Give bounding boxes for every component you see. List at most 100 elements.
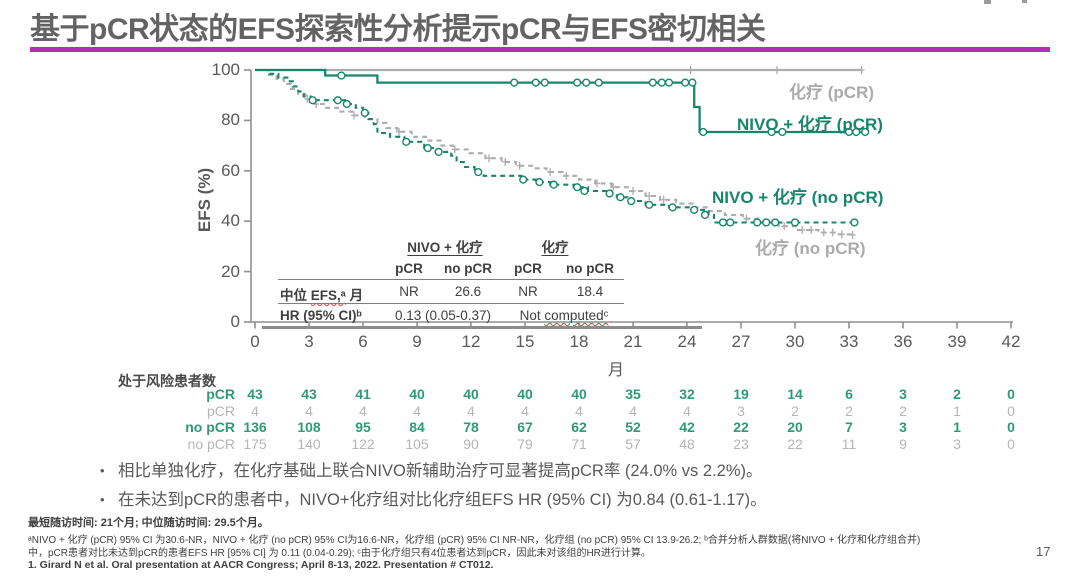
- risk-value: 42: [679, 419, 695, 435]
- median-label-pre: 中位: [280, 288, 311, 303]
- risk-value: 0: [1007, 386, 1015, 402]
- x-tick-label: 18: [569, 332, 589, 351]
- censor-circle-NIVO + 化疗 (pCR): [778, 127, 787, 137]
- risk-value: 11: [841, 435, 857, 452]
- curve-label-chemo-nopcr: 化疗 (no pCR): [755, 239, 866, 258]
- censor-tick-化疗 (no pCR): [630, 186, 636, 195]
- censor-tick-化疗 (no pCR): [351, 111, 357, 120]
- censor-circle-NIVO + 化疗 (no pCR): [771, 218, 780, 227]
- y-tick-label: 0: [230, 312, 240, 331]
- censor-tick-化疗 (no pCR): [610, 183, 617, 192]
- censor-circle-NIVO + 化疗 (pCR): [531, 78, 540, 87]
- stats-col-header-pcr-1: pCR: [395, 261, 423, 276]
- crop-artifact: [1022, 0, 1027, 3]
- x-tick-label: 15: [515, 332, 535, 351]
- stats-median-nivo-nopcr: 26.6: [454, 284, 482, 299]
- censor-circle-NIVO + 化疗 (no pCR): [726, 218, 735, 227]
- censor-circle-NIVO + 化疗 (no pCR): [535, 178, 544, 187]
- censor-circle-NIVO + 化疗 (pCR): [699, 127, 708, 137]
- risk-value: 84: [409, 419, 425, 435]
- censor-tick-化疗 (no pCR): [743, 214, 750, 223]
- risk-value: 0: [1007, 402, 1015, 419]
- censor-circle-NIVO + 化疗 (no pCR): [333, 96, 342, 105]
- censor-circle-NIVO + 化疗 (no pCR): [762, 218, 771, 227]
- censor-tick-化疗 (no pCR): [849, 231, 856, 240]
- y-tick-label: 80: [221, 110, 240, 130]
- stats-median-chemo-nopcr: 18.4: [576, 284, 604, 299]
- x-tick-label: 21: [623, 332, 643, 351]
- stats-col-header-nopcr-2: no pCR: [566, 261, 614, 276]
- censor-circle-NIVO + 化疗 (pCR): [688, 78, 697, 87]
- censor-tick-化疗 (no pCR): [838, 230, 845, 239]
- censor-tick-化疗 (no pCR): [594, 179, 600, 188]
- risk-value: 23: [733, 435, 749, 452]
- censor-circle-NIVO + 化疗 (no pCR): [342, 99, 351, 109]
- censor-circle-NIVO + 化疗 (no pCR): [645, 200, 654, 209]
- stats-col-header-nopcr-1: no pCR: [444, 261, 492, 276]
- crop-artifact: [984, 0, 991, 4]
- risk-value: 43: [247, 386, 263, 402]
- risk-value: 4: [467, 402, 475, 419]
- footnote-line1: ᵃNIVO + 化疗 (pCR) 95% CI 为30.6-NR，NIVO + …: [28, 535, 921, 546]
- risk-value: 14: [787, 386, 803, 402]
- risk-value: 140: [297, 435, 321, 452]
- risk-value: 41: [355, 386, 371, 402]
- stats-hr-nivo: 0.13 (0.05-0.37): [394, 308, 492, 323]
- stats-col-header-pcr-2: pCR: [514, 261, 542, 276]
- censor-circle-NIVO + 化疗 (no pCR): [308, 96, 317, 105]
- censor-circle-NIVO + 化疗 (no pCR): [753, 218, 762, 227]
- title-accent-rule: [30, 47, 1050, 52]
- risk-value: 6: [845, 386, 853, 402]
- x-tick-label: 30: [785, 332, 805, 351]
- citation: 1. Girard N et al. Oral presentation at …: [28, 559, 494, 571]
- bullet-point: • 相比单独化疗，在化疗基础上联合NIVO新辅助治疗可显著提高pCR率 (24.0…: [100, 457, 762, 481]
- censor-tick-化疗 (pCR): [687, 66, 694, 74]
- risk-value: 9: [899, 435, 907, 452]
- censor-tick-化疗 (no pCR): [829, 228, 836, 237]
- risk-value: 22: [733, 419, 749, 435]
- risk-value: 43: [301, 386, 317, 402]
- risk-value: 78: [463, 419, 479, 435]
- median-label-post: 月: [345, 288, 364, 303]
- risk-value: 52: [625, 419, 641, 435]
- risk-value: 20: [787, 419, 803, 435]
- risk-value: 90: [463, 435, 479, 452]
- curve-label-nivo-nopcr: NIVO + 化疗 (no pCR): [712, 188, 884, 207]
- curve-label-chemo-pcr: 化疗 (pCR): [789, 83, 874, 102]
- median-label-wavy: EFS,ᵃ: [310, 288, 346, 303]
- risk-value: 79: [517, 435, 533, 452]
- censor-circle-NIVO + 化疗 (no pCR): [790, 218, 800, 227]
- risk-value: 62: [571, 419, 587, 435]
- censor-circle-NIVO + 化疗 (no pCR): [668, 203, 677, 212]
- risk-value: 40: [571, 386, 587, 402]
- stats-median-label: 中位 EFS,ᵃ 月: [280, 284, 363, 304]
- page-title: 基于pCR状态的EFS探索性分析提示pCR与EFS密切相关: [30, 13, 766, 46]
- curve-label-nivo-pcr: NIVO + 化疗 (pCR): [737, 115, 883, 134]
- censor-circle-NIVO + 化疗 (no pCR): [605, 189, 614, 198]
- censor-circle-NIVO + 化疗 (pCR): [540, 78, 549, 87]
- risk-row-label: pCR: [206, 386, 235, 402]
- censor-circle-NIVO + 化疗 (pCR): [573, 78, 582, 87]
- risk-value: 48: [679, 435, 695, 452]
- censor-circle-NIVO + 化疗 (no pCR): [850, 218, 859, 227]
- risk-value: 4: [359, 402, 367, 419]
- risk-value: 175: [243, 435, 267, 452]
- censor-tick-化疗 (no pCR): [660, 195, 667, 204]
- x-tick-label: 0: [250, 332, 260, 351]
- censor-circle-NIVO + 化疗 (no pCR): [423, 144, 432, 153]
- stats-group-header-chemo: 化疗: [541, 240, 569, 255]
- bullet-dot: •: [100, 463, 105, 478]
- censor-tick-化疗 (no pCR): [646, 192, 653, 200]
- risk-value: 3: [953, 435, 961, 452]
- stats-rule-bottom: [262, 326, 702, 329]
- censor-circle-NIVO + 化疗 (pCR): [664, 78, 674, 87]
- risk-value: 32: [679, 386, 695, 402]
- risk-value: 57: [625, 435, 641, 452]
- risk-row-label: no pCR: [187, 435, 235, 452]
- x-tick-label: 24: [677, 332, 697, 351]
- risk-value: 122: [351, 435, 375, 452]
- censor-tick-化疗 (no pCR): [486, 154, 492, 163]
- censor-circle-NIVO + 化疗 (pCR): [648, 78, 657, 87]
- censor-circle-NIVO + 化疗 (no pCR): [627, 196, 636, 206]
